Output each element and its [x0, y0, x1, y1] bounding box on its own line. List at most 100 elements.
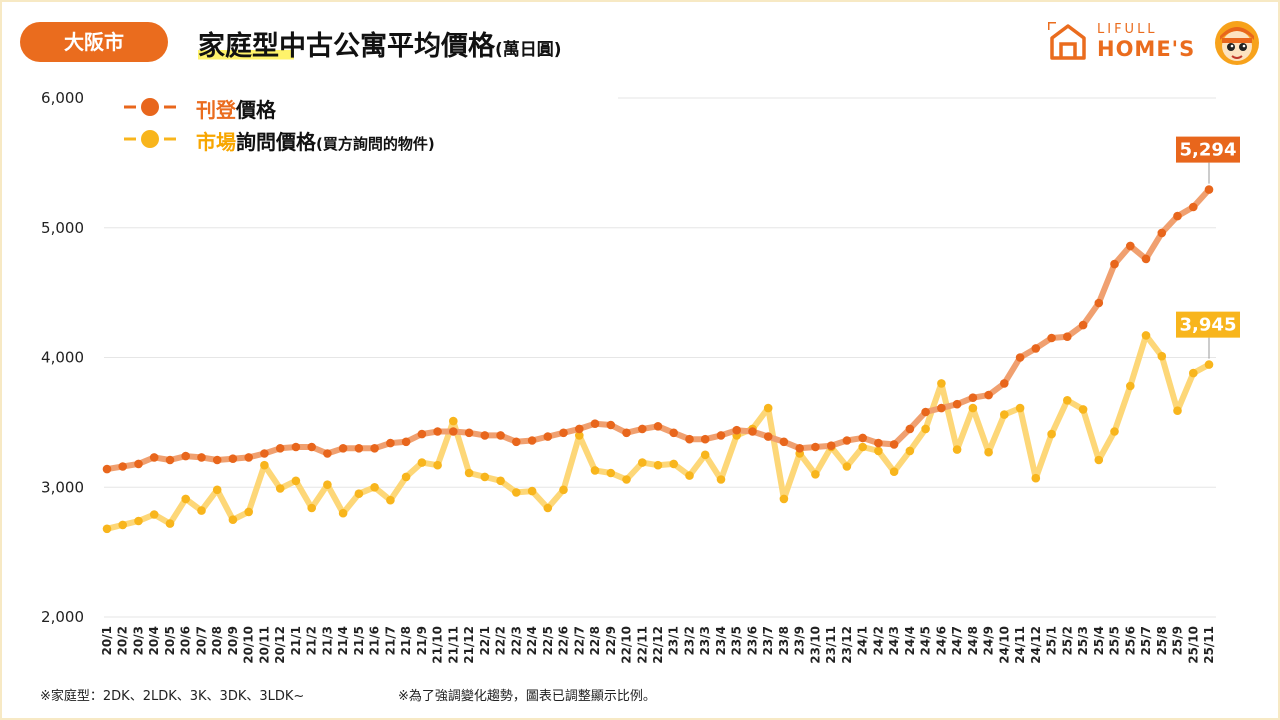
data-point-listing	[1110, 259, 1119, 269]
data-point-inquiry	[1078, 405, 1088, 414]
data-point-inquiry	[165, 519, 175, 528]
data-point-inquiry	[905, 446, 915, 456]
data-point-listing	[905, 424, 915, 434]
data-point-listing	[449, 427, 458, 436]
data-point-listing	[480, 431, 490, 440]
data-point-listing	[858, 433, 867, 443]
data-point-listing	[1189, 202, 1198, 212]
data-point-inquiry	[700, 450, 710, 460]
data-point-inquiry	[763, 403, 773, 413]
data-point-listing	[1141, 254, 1151, 264]
data-point-inquiry	[307, 503, 317, 513]
legend-inquiry-label: 詢問價格	[236, 130, 316, 154]
data-point-inquiry	[260, 460, 269, 470]
data-point-listing	[527, 436, 537, 445]
data-point-inquiry	[669, 459, 678, 469]
data-point-listing	[134, 459, 143, 469]
logo-text-homes: HOME'S	[1097, 37, 1196, 61]
data-point-listing	[118, 462, 127, 471]
x-tick-label: 21/1	[289, 626, 303, 655]
data-point-listing	[228, 454, 238, 464]
data-point-inquiry	[512, 488, 521, 497]
x-tick-label: 23/1	[667, 626, 681, 655]
data-point-inquiry	[197, 506, 206, 515]
data-point-listing	[260, 449, 269, 458]
data-point-listing	[181, 451, 190, 461]
x-tick-label: 25/7	[1139, 626, 1153, 655]
data-point-listing	[669, 428, 678, 438]
data-point-listing	[433, 427, 442, 436]
data-point-inquiry	[543, 503, 553, 513]
x-tick-label: 24/12	[1029, 626, 1043, 664]
x-tick-label: 23/9	[793, 626, 807, 655]
data-point-inquiry	[149, 510, 159, 519]
data-point-inquiry	[449, 416, 458, 426]
x-tick-label: 23/11	[824, 626, 838, 664]
data-point-inquiry	[323, 480, 332, 490]
data-point-listing	[464, 428, 474, 438]
x-tick-label: 22/4	[525, 626, 539, 655]
x-tick-label: 20/6	[179, 626, 193, 655]
data-point-inquiry	[1189, 368, 1198, 378]
x-tick-label: 22/7	[572, 626, 586, 655]
data-point-inquiry	[496, 476, 505, 486]
x-tick-label: 22/1	[478, 626, 492, 655]
data-point-listing	[575, 424, 584, 434]
data-point-listing	[165, 455, 175, 465]
x-tick-label: 25/3	[1076, 626, 1090, 655]
x-tick-label: 21/6	[368, 626, 382, 655]
logo-text-lifull: LIFULL	[1097, 22, 1158, 37]
data-point-listing	[590, 419, 600, 429]
chart-title-unit: (萬日圓)	[495, 40, 562, 60]
x-tick-label: 25/6	[1123, 626, 1137, 655]
data-point-listing	[921, 407, 930, 417]
data-point-listing	[826, 441, 836, 451]
x-tick-label: 21/11	[446, 626, 460, 664]
data-point-inquiry	[858, 442, 867, 452]
data-point-listing	[291, 442, 301, 452]
x-tick-label: 20/4	[147, 626, 161, 655]
data-point-listing	[559, 428, 568, 438]
x-tick-label: 24/10	[997, 626, 1011, 664]
data-point-inquiry	[102, 524, 112, 534]
data-point-listing	[1078, 320, 1088, 330]
brand-logo: LIFULL HOME'S	[1048, 20, 1263, 70]
x-tick-label: 24/7	[950, 626, 964, 655]
y-tick-label: 4,000	[41, 349, 84, 367]
data-point-listing	[1126, 241, 1135, 251]
y-tick-label: 2,000	[41, 608, 84, 626]
chart-title: 家庭型中古公寓平均價格(萬日圓)	[198, 24, 562, 64]
x-tick-label: 22/12	[651, 626, 665, 664]
x-tick-label: 24/11	[1013, 626, 1027, 664]
x-tick-label: 22/6	[557, 626, 571, 655]
data-point-listing	[1204, 185, 1214, 194]
data-point-inquiry	[842, 462, 852, 471]
x-tick-label: 20/10	[242, 626, 256, 664]
x-tick-label: 21/7	[383, 626, 397, 655]
data-point-inquiry	[811, 470, 820, 479]
x-tick-label: 22/8	[588, 626, 602, 655]
data-point-listing	[1047, 333, 1056, 343]
data-point-listing	[275, 444, 285, 453]
data-point-inquiry	[779, 494, 789, 504]
data-point-listing	[401, 437, 411, 447]
data-point-inquiry	[638, 458, 647, 467]
data-point-inquiry	[889, 467, 899, 477]
region-badge: 大阪市	[20, 22, 168, 62]
data-point-inquiry	[1126, 381, 1135, 391]
data-point-listing	[1094, 298, 1104, 308]
end-label-listing: 5,294	[1180, 140, 1237, 161]
data-point-inquiry	[228, 515, 238, 524]
data-point-inquiry	[984, 447, 993, 457]
x-tick-label: 21/5	[352, 626, 366, 655]
data-point-inquiry	[291, 476, 301, 486]
data-point-listing	[685, 434, 694, 444]
data-point-inquiry	[370, 483, 379, 492]
data-point-listing	[952, 399, 962, 409]
x-tick-label: 22/2	[494, 626, 508, 655]
x-tick-label: 23/10	[808, 626, 822, 664]
data-point-listing	[354, 444, 364, 453]
data-point-listing	[244, 453, 253, 462]
data-point-inquiry	[275, 484, 285, 493]
